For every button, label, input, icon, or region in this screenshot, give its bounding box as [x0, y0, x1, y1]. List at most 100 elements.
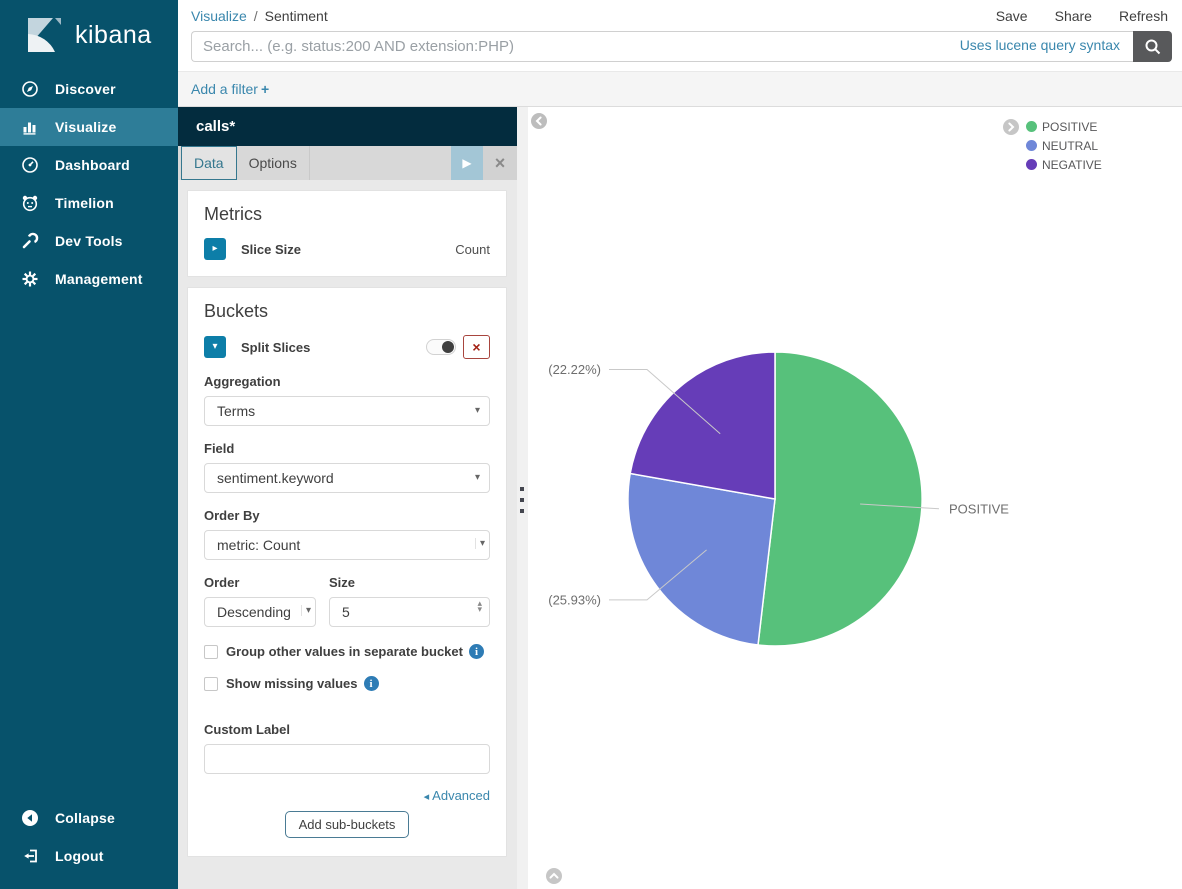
top-nav: Visualize / Sentiment Save Share Refresh… — [178, 0, 1182, 71]
size-input[interactable] — [329, 597, 490, 627]
legend-item-negative[interactable]: NEGATIVE — [1026, 155, 1102, 174]
close-icon: × — [494, 152, 506, 173]
add-sub-buckets-button[interactable]: Add sub-buckets — [284, 811, 410, 838]
breadcrumb-visualize-link[interactable]: Visualize — [191, 8, 247, 24]
group-other-checkbox[interactable] — [204, 644, 218, 659]
disable-aggregation-toggle[interactable] — [426, 339, 456, 355]
discover-compass-icon — [21, 80, 39, 98]
add-filter-link[interactable]: Add a filter + — [191, 81, 269, 97]
sidebar-item-label: Dashboard — [55, 157, 130, 173]
sidebar-item-label: Visualize — [55, 119, 117, 135]
apply-changes-button[interactable]: ▶ — [451, 146, 483, 180]
metric-value: Count — [455, 241, 490, 257]
legend-label: POSITIVE — [1042, 119, 1098, 134]
search-input[interactable] — [191, 31, 1133, 62]
group-other-label: Group other values in separate bucket — [226, 644, 463, 659]
pie-slice-negative[interactable] — [629, 351, 776, 500]
wrench-icon — [21, 232, 39, 250]
advanced-label: Advanced — [432, 788, 490, 803]
content-area: calls* Data Options ▶ × Metrics ▸ Sl — [178, 107, 1182, 889]
aggregation-select[interactable]: Terms ▾ — [204, 396, 490, 426]
search-icon — [1145, 39, 1160, 54]
field-label: Field — [204, 441, 235, 456]
index-pattern-header: calls* — [178, 107, 517, 146]
search-button[interactable] — [1133, 31, 1172, 62]
discard-changes-button[interactable]: × — [483, 146, 517, 180]
metric-label: Slice Size — [241, 241, 301, 257]
aggregation-label: Aggregation — [204, 374, 281, 389]
breadcrumb: Visualize / Sentiment Save Share Refresh — [178, 0, 1182, 28]
sidebar-item-visualize[interactable]: Visualize — [0, 108, 178, 146]
lucene-syntax-link[interactable]: Uses lucene query syntax — [959, 37, 1120, 53]
share-button[interactable]: Share — [1054, 8, 1092, 24]
sidebar-item-dev-tools[interactable]: Dev Tools — [0, 222, 178, 260]
info-icon[interactable]: i — [363, 676, 379, 691]
collapse-spy-button[interactable] — [546, 868, 562, 884]
gauge-icon — [21, 156, 39, 174]
legend-swatch — [1026, 121, 1037, 132]
collapse-editor-button[interactable] — [531, 113, 547, 129]
field-select[interactable]: sentiment.keyword ▾ — [204, 463, 490, 493]
timelion-icon — [21, 194, 39, 212]
order-by-label: Order By — [204, 508, 260, 523]
order-label: Order — [204, 575, 240, 590]
chevron-down-icon: ▾ — [474, 538, 485, 549]
legend-swatch — [1026, 140, 1037, 151]
save-button[interactable]: Save — [995, 8, 1028, 24]
sidebar-item-label: Timelion — [55, 195, 114, 211]
sidebar-item-label: Dev Tools — [55, 233, 123, 249]
advanced-toggle-link[interactable]: ◂ Advanced — [424, 788, 490, 803]
editor-tabbar: Data Options ▶ × — [178, 146, 517, 180]
info-icon[interactable]: i — [468, 644, 484, 659]
pie-slice-neutral[interactable] — [627, 472, 776, 646]
expand-metric-button[interactable]: ▸ — [204, 238, 226, 260]
legend-item-positive[interactable]: POSITIVE — [1003, 117, 1102, 136]
chevron-down-icon: ▾ — [474, 405, 480, 416]
sidebar-item-dashboard[interactable]: Dashboard — [0, 146, 178, 184]
field-value: sentiment.keyword — [217, 470, 334, 486]
collapse-nav-button[interactable]: Collapse — [0, 799, 178, 837]
pie-chart: POSITIVE (25.93%) (22.22%) — [548, 351, 1009, 647]
tab-data[interactable]: Data — [181, 146, 237, 180]
chevron-down-icon: ▾ — [474, 472, 480, 483]
kibana-logo[interactable]: kibana — [0, 0, 178, 70]
logout-button[interactable]: Logout — [0, 837, 178, 875]
logout-icon — [21, 847, 39, 865]
custom-label-input[interactable] — [204, 744, 490, 774]
show-missing-checkbox[interactable] — [204, 676, 218, 691]
order-select[interactable]: Descending ▾ — [204, 597, 316, 627]
visualization-panel: POSITIVE NEUTRAL NEGATIVE POSITIVE (25.93… — [528, 107, 1182, 889]
refresh-button[interactable]: Refresh — [1118, 8, 1168, 24]
pie-callout-label: (22.22%) — [548, 362, 601, 377]
legend-item-neutral[interactable]: NEUTRAL — [1026, 136, 1102, 155]
add-filter-label: Add a filter — [191, 81, 258, 97]
triangle-right-icon: ▸ — [212, 243, 218, 254]
pie-slice-positive[interactable] — [757, 351, 923, 647]
group-other-row: Group other values in separate bucket i — [204, 644, 490, 659]
legend-toggle-button[interactable] — [1003, 119, 1019, 135]
sidebar-item-discover[interactable]: Discover — [0, 70, 178, 108]
collapse-bucket-button[interactable]: ▾ — [204, 336, 226, 358]
tab-options[interactable]: Options — [237, 146, 310, 180]
order-by-select[interactable]: metric: Count ▾ — [204, 530, 490, 560]
drag-handle-icon — [520, 487, 524, 520]
sidebar-item-timelion[interactable]: Timelion — [0, 184, 178, 222]
pie-label-leader-line — [609, 369, 721, 435]
legend-swatch — [1026, 159, 1037, 170]
legend-label: NEUTRAL — [1042, 138, 1099, 153]
number-spinner[interactable]: ▴ ▾ — [477, 599, 482, 613]
remove-bucket-button[interactable]: × — [463, 335, 490, 359]
aggregation-value: Terms — [217, 403, 256, 419]
panel-resizer[interactable] — [517, 107, 528, 889]
sidebar-item-label: Discover — [55, 81, 116, 97]
sidebar-item-label: Collapse — [55, 810, 115, 826]
triangle-down-icon: ▾ — [212, 341, 218, 352]
metric-row: ▸ Slice Size Count — [204, 238, 490, 260]
sidebar-item-management[interactable]: Management — [0, 260, 178, 298]
collapse-circle-icon — [21, 809, 39, 827]
chevron-up-icon — [546, 868, 562, 884]
chevron-left-icon — [531, 113, 547, 129]
remove-x-icon: × — [472, 339, 481, 355]
pie-callout-label: POSITIVE — [949, 501, 1009, 516]
